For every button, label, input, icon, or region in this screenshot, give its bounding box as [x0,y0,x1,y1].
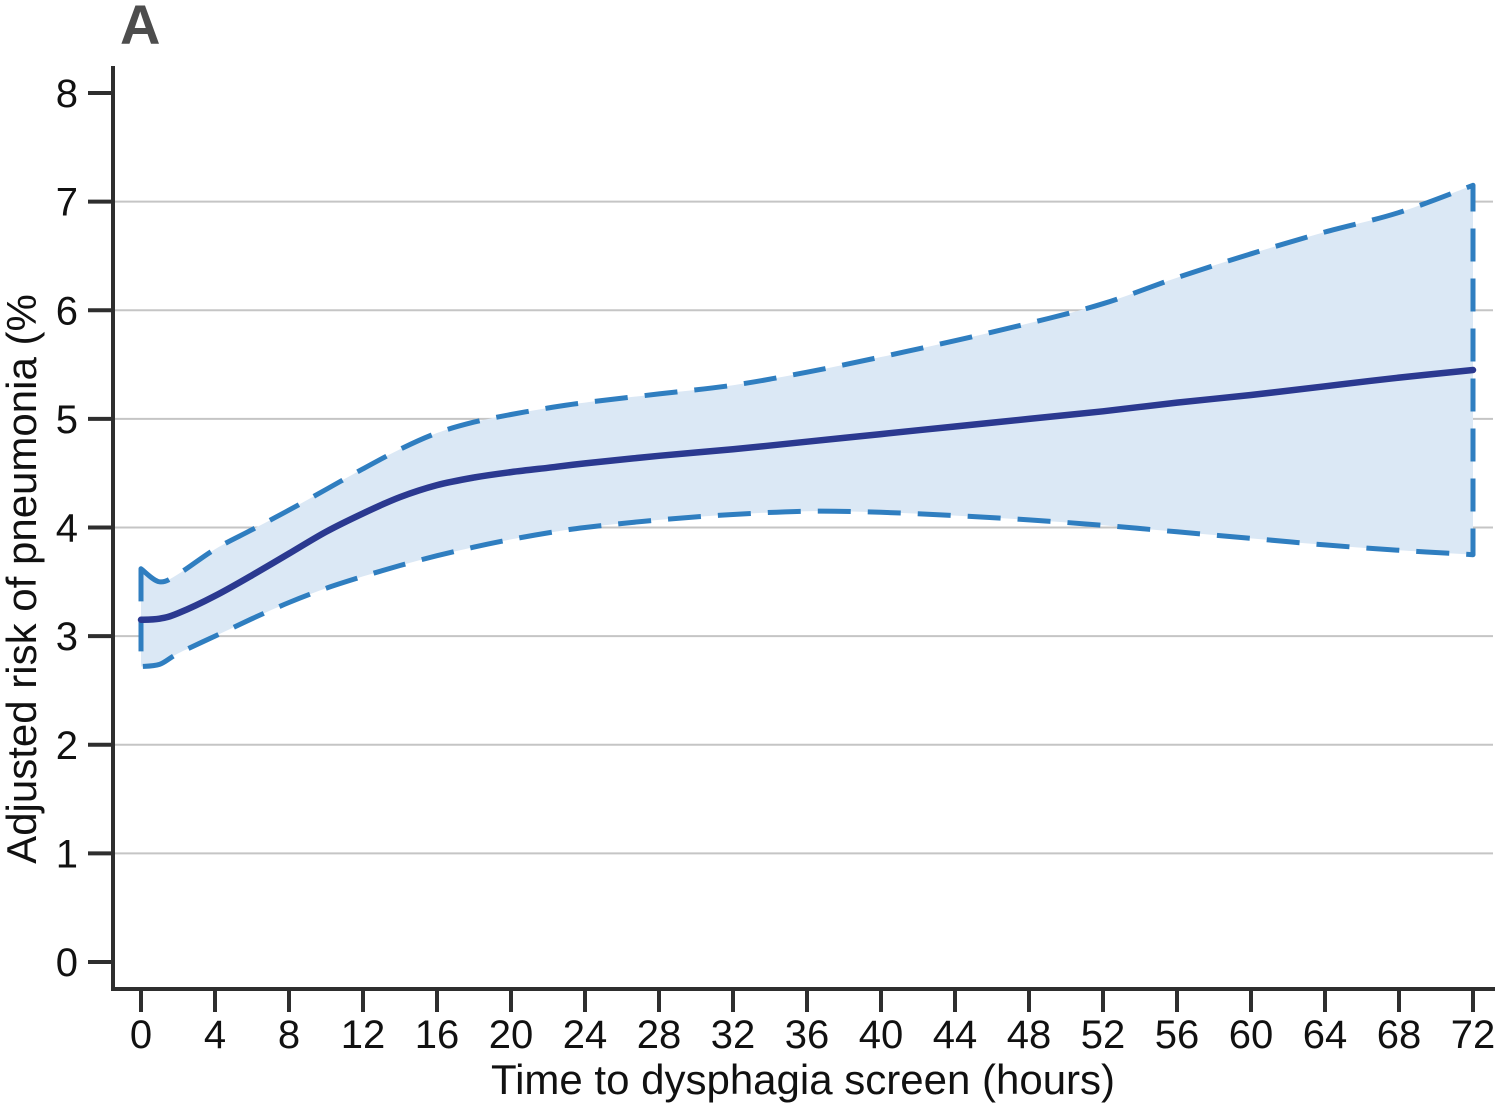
x-tick-label: 72 [1451,1013,1496,1057]
y-tick-label: 8 [56,72,78,116]
y-tick-label: 0 [56,941,78,985]
x-tick-label: 68 [1377,1013,1422,1057]
x-tick-label: 44 [933,1013,978,1057]
x-tick-label: 0 [130,1013,152,1057]
x-tick-label: 40 [859,1013,904,1057]
estimate-line [137,366,1477,624]
x-tick-label: 16 [415,1013,460,1057]
x-tick-label: 48 [1007,1013,1052,1057]
y-tick-label: 2 [56,724,78,768]
panel-label: A [120,0,160,56]
y-tick-label: 1 [56,832,78,876]
x-tick-label: 56 [1155,1013,1200,1057]
y-axis-title: Adjusted risk of pneumonia (% [0,294,45,864]
ci-band-fill [141,185,1473,667]
series-layer [137,366,1477,624]
x-tick-label: 28 [637,1013,682,1057]
y-tick-label: 5 [56,398,78,442]
ci-band-outline [138,182,1476,669]
x-tick-label: 36 [785,1013,830,1057]
x-tick-label: 24 [563,1013,608,1057]
x-tick-label: 60 [1229,1013,1274,1057]
x-tick-label: 4 [204,1013,226,1057]
x-tick-label: 8 [278,1013,300,1057]
x-tick-label: 52 [1081,1013,1126,1057]
x-tick-label: 32 [711,1013,756,1057]
x-tick-label: 64 [1303,1013,1348,1057]
y-tick-label: 7 [56,181,78,225]
x-tick-label: 12 [341,1013,386,1057]
x-axis-title: Time to dysphagia screen (hours) [491,1056,1115,1103]
confidence-band-layer [138,182,1476,669]
x-tick-label: 20 [489,1013,534,1057]
y-tick-label: 6 [56,289,78,333]
y-tick-label: 4 [56,507,78,551]
y-tick-label: 3 [56,615,78,659]
